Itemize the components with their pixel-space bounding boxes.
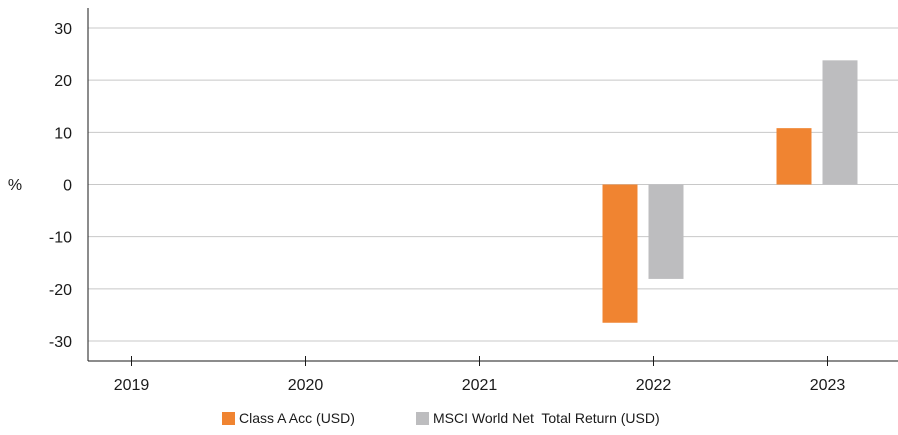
y-tick-label: -10 xyxy=(49,230,72,247)
y-tick-label: 10 xyxy=(54,125,72,142)
y-tick-label: 0 xyxy=(63,178,72,195)
legend-swatch-series-2 xyxy=(416,412,429,425)
x-tick-label: 2023 xyxy=(810,377,846,394)
gridlines xyxy=(88,28,898,341)
axes: 30 20 10 0 -10 -20 -30 2019 2020 2021 2022 2023 xyxy=(49,8,898,394)
y-axis-label: % xyxy=(8,177,22,194)
y-tick-label: 20 xyxy=(54,73,72,90)
bar-msci-world-2023 xyxy=(823,60,858,184)
legend: Class A Acc (USD) MSCI World Net Total R… xyxy=(0,410,898,430)
y-tick-label: -30 xyxy=(49,334,72,351)
x-tick-label: 2021 xyxy=(462,377,498,394)
bar-class-a-2023 xyxy=(777,128,812,184)
x-tick-label: 2019 xyxy=(114,377,150,394)
bar-class-a-2022 xyxy=(603,185,638,323)
y-tick-label: -20 xyxy=(49,282,72,299)
legend-label-series-1: Class A Acc (USD) xyxy=(239,410,355,426)
bar-msci-world-2022 xyxy=(649,185,684,279)
legend-swatch-series-1 xyxy=(222,412,235,425)
legend-item-series-1: Class A Acc (USD) xyxy=(222,410,355,426)
x-tick-label: 2020 xyxy=(288,377,324,394)
x-tick-label: 2022 xyxy=(636,377,672,394)
legend-label-series-2: MSCI World Net Total Return (USD) xyxy=(433,410,660,426)
bars xyxy=(603,60,858,322)
y-tick-label: 30 xyxy=(54,21,72,38)
legend-item-series-2: MSCI World Net Total Return (USD) xyxy=(416,410,660,426)
